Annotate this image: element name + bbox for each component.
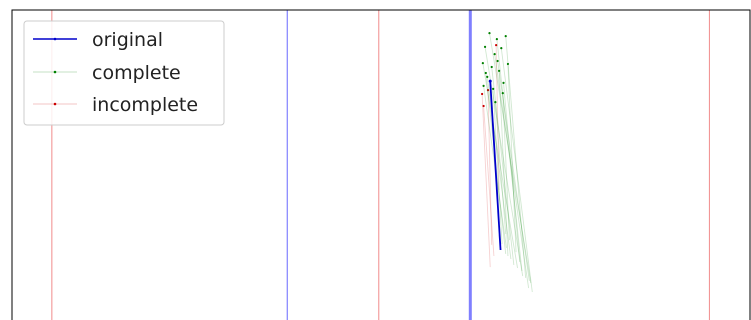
complete-segment-10 <box>500 48 533 293</box>
legend-entry-original: original <box>33 29 163 51</box>
complete-point-3 <box>486 75 489 78</box>
legend-marker-original <box>53 37 57 41</box>
complete-segment-6 <box>492 88 503 245</box>
plot-area <box>51 10 710 320</box>
complete-point-1 <box>481 62 484 65</box>
complete-segment-18 <box>494 102 507 235</box>
complete-segment-4 <box>489 33 532 284</box>
complete-point-2 <box>483 45 487 49</box>
legend-frame <box>23 20 225 126</box>
complete-segment-7 <box>494 54 530 289</box>
legend-marker-incomplete <box>53 102 57 106</box>
complete-point-6 <box>492 87 495 90</box>
series-layer <box>481 31 533 293</box>
legend-entry-incomplete: incomplete <box>33 94 198 116</box>
legend-label-incomplete: incomplete <box>92 94 198 116</box>
complete-point-7 <box>493 53 496 56</box>
complete-point-10 <box>500 47 503 50</box>
complete-segment-15 <box>497 60 530 281</box>
complete-point-5 <box>490 65 493 69</box>
incomplete-point-1 <box>481 92 484 96</box>
legend-label-original: original <box>92 29 163 51</box>
complete-point-12 <box>504 35 507 38</box>
complete-segment-13 <box>507 63 517 253</box>
complete-point-4 <box>488 31 491 35</box>
complete-point-18 <box>494 101 497 104</box>
series-incomplete <box>481 44 500 268</box>
complete-segment-8 <box>496 39 523 272</box>
complete-point-11 <box>502 81 505 84</box>
complete-segment-16 <box>502 93 510 241</box>
complete-point-14 <box>484 71 487 75</box>
axes-frame <box>11 9 751 320</box>
incomplete-point-3 <box>495 44 498 47</box>
complete-point-8 <box>495 38 498 41</box>
incomplete-segment-1 <box>481 93 491 268</box>
complete-segment-5 <box>491 66 515 266</box>
complete-point-13 <box>506 62 510 66</box>
complete-segment-9 <box>498 70 509 257</box>
legend: original complete incomplete <box>23 20 225 126</box>
complete-segment-1 <box>482 63 518 269</box>
incomplete-segment-4 <box>487 90 493 245</box>
complete-point-17 <box>482 84 485 87</box>
original-point-1 <box>488 79 492 83</box>
complete-segment-11 <box>503 82 521 263</box>
legend-marker-complete <box>53 70 57 74</box>
complete-point-15 <box>496 59 499 63</box>
original-segment-1 <box>489 81 502 251</box>
incomplete-point-2 <box>482 104 485 108</box>
complete-point-16 <box>501 92 504 95</box>
legend-entry-complete: complete <box>33 62 181 84</box>
complete-segment-12 <box>505 36 527 278</box>
incomplete-point-4 <box>486 89 490 92</box>
incomplete-segment-3 <box>495 45 500 191</box>
legend-label-complete: complete <box>92 62 181 84</box>
incomplete-segment-2 <box>483 105 495 257</box>
complete-point-9 <box>497 69 501 72</box>
series-original <box>488 79 502 251</box>
